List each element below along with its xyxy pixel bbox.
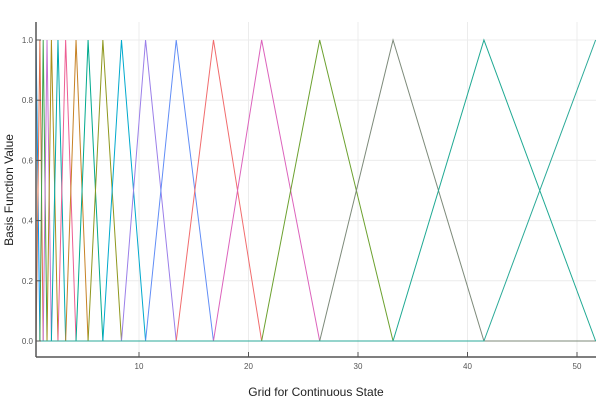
y-axis-ticks: 0.0 0.2 0.4 0.6 0.8 1.0 xyxy=(22,36,41,346)
basis-function-line xyxy=(36,39,596,342)
x-tick-label: 20 xyxy=(244,362,253,371)
y-tick-label: 0.8 xyxy=(22,96,34,105)
x-tick-label: 30 xyxy=(354,362,363,371)
x-tick-label: 40 xyxy=(463,362,472,371)
y-tick-label: 0.2 xyxy=(22,277,34,286)
basis-function-line xyxy=(36,39,596,342)
basis-function-line xyxy=(36,39,596,342)
grid-lines xyxy=(36,22,596,357)
y-tick-label: 0.4 xyxy=(22,217,34,226)
y-tick-label: 1.0 xyxy=(22,36,34,45)
basis-function-line xyxy=(36,39,596,342)
x-axis-label: Grid for Continuous State xyxy=(248,385,384,399)
basis-function-line xyxy=(36,39,596,342)
y-tick-label: 0.6 xyxy=(22,156,34,165)
y-tick-label: 0.0 xyxy=(22,337,34,346)
basis-function-line xyxy=(36,39,596,342)
y-axis-label: Basis Function Value xyxy=(2,134,16,246)
basis-function-line xyxy=(36,39,596,342)
basis-function-line xyxy=(36,39,596,342)
x-tick-label: 10 xyxy=(135,362,144,371)
basis-function-line xyxy=(36,38,597,342)
basis-function-line xyxy=(36,39,596,342)
x-tick-label: 50 xyxy=(573,362,582,371)
basis-function-line xyxy=(36,39,596,342)
basis-function-lines xyxy=(35,38,597,342)
x-axis-ticks: 10 20 30 40 50 xyxy=(135,352,582,371)
basis-function-line xyxy=(36,39,596,342)
axes xyxy=(35,22,596,358)
basis-function-line xyxy=(35,39,596,342)
basis-function-line xyxy=(36,39,597,342)
basis-function-line xyxy=(35,39,596,342)
basis-function-line xyxy=(36,38,596,342)
basis-function-line xyxy=(36,39,596,342)
basis-function-line xyxy=(36,39,596,342)
basis-function-line xyxy=(36,39,596,342)
